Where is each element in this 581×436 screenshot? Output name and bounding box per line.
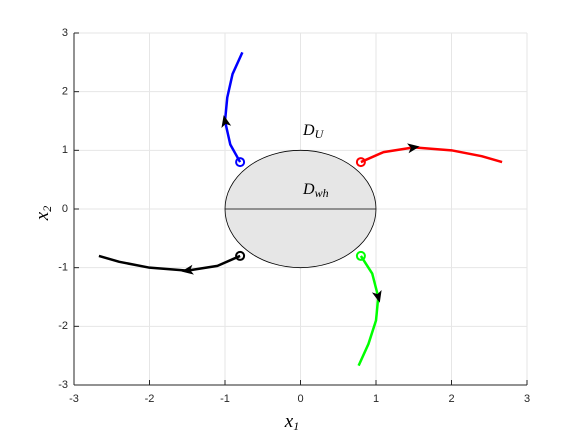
- plot-area: -3 -2 -1 0 1 2 3 -3 -2 -1 0 1 2 3: [58, 27, 530, 405]
- start-marker: [235, 157, 246, 168]
- arrow-head: [371, 289, 382, 303]
- start-marker: [235, 250, 246, 261]
- trajectory: [357, 255, 380, 367]
- start-marker: [355, 157, 366, 168]
- arrow-head: [221, 115, 232, 128]
- arrow-head: [407, 143, 420, 154]
- x-tick-label: -1: [220, 393, 230, 405]
- y-tick-label: 2: [62, 86, 68, 98]
- x-tick-label: -2: [145, 393, 155, 405]
- trajectory: [360, 146, 503, 164]
- y-tick-label: -2: [58, 320, 68, 332]
- y-axis-label: x2: [32, 206, 53, 221]
- trajectory: [223, 51, 244, 163]
- y-tick-label: 1: [62, 144, 68, 156]
- x-axis-label: x1: [284, 411, 299, 432]
- x-tick-label: 2: [448, 393, 454, 405]
- x-tick-label: 3: [524, 393, 530, 405]
- annotation: Dwh: [302, 181, 329, 200]
- y-tick-label: -3: [58, 379, 68, 391]
- x-tick-label: 1: [373, 393, 379, 405]
- x-tick-label: -3: [69, 393, 79, 405]
- y-tick-label: -1: [58, 262, 68, 274]
- annotation: DU: [302, 122, 325, 141]
- arrow-head: [181, 264, 194, 275]
- start-marker: [355, 250, 366, 261]
- x-tick-label: 0: [297, 393, 303, 405]
- y-tick-label: 3: [62, 27, 68, 39]
- trajectory: [98, 254, 241, 272]
- y-tick-label: 0: [62, 203, 68, 215]
